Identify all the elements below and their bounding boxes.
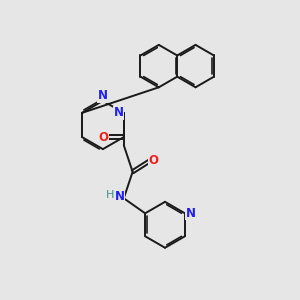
Text: N: N <box>113 106 124 119</box>
Text: O: O <box>149 154 159 166</box>
Text: N: N <box>186 207 196 220</box>
Text: N: N <box>98 89 108 102</box>
Text: N: N <box>114 190 124 203</box>
Text: H: H <box>106 190 115 200</box>
Text: O: O <box>98 130 109 143</box>
